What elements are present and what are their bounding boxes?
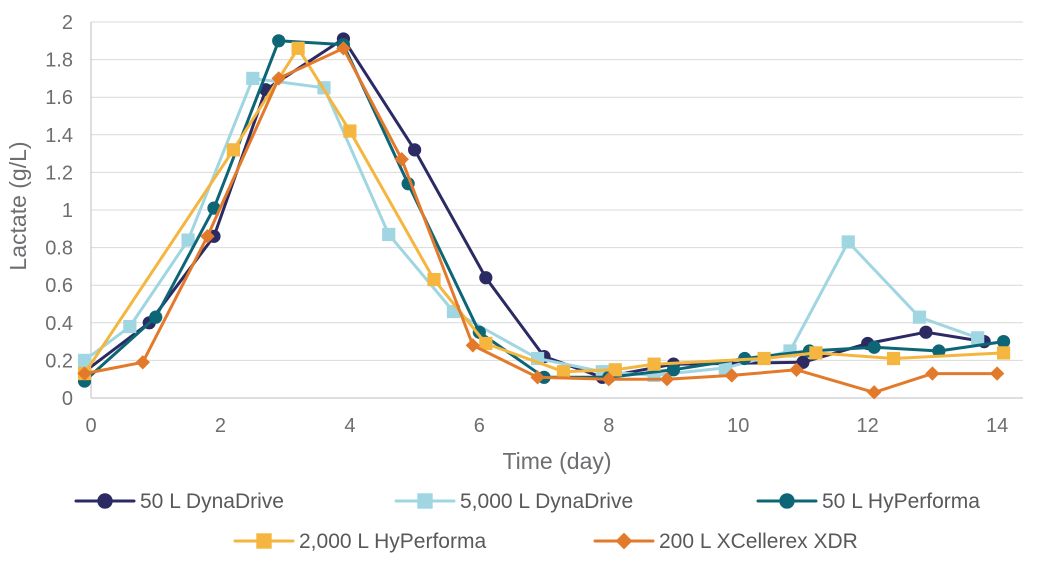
series-lines xyxy=(77,32,1011,400)
legend-item: 50 L DynaDrive xyxy=(74,490,284,513)
y-tick-label: 0.4 xyxy=(45,313,73,335)
data-point xyxy=(932,344,946,358)
data-point xyxy=(989,366,1005,381)
grid xyxy=(91,21,1023,361)
data-point xyxy=(724,368,739,383)
legend-swatch-marker xyxy=(779,493,795,509)
data-point xyxy=(149,310,163,324)
axes xyxy=(90,22,1023,399)
legend: 50 L DynaDrive 5,000 L DynaDrive 50 L HyPe… xyxy=(74,490,980,553)
legend-item: 5,000 L DynaDrive xyxy=(394,490,633,513)
series-3 xyxy=(77,41,1011,381)
legend-swatch-marker xyxy=(256,533,272,549)
series-line xyxy=(83,46,999,394)
data-point xyxy=(530,370,545,385)
y-tick-label: 1.2 xyxy=(45,162,73,184)
data-point xyxy=(919,325,933,339)
data-point xyxy=(271,71,286,86)
data-point xyxy=(796,355,810,369)
legend-label: 200 L XCellerex XDR xyxy=(659,530,858,553)
x-tick-label: 2 xyxy=(215,415,226,437)
data-point xyxy=(343,124,357,138)
data-point xyxy=(135,355,150,370)
data-point xyxy=(996,346,1011,360)
legend-item: 200 L XCellerex XDR xyxy=(593,530,858,553)
data-point xyxy=(272,34,286,48)
x-tick-label: 14 xyxy=(986,415,1008,437)
legend-label: 5,000 L DynaDrive xyxy=(460,490,633,513)
y-tick-label: 0.8 xyxy=(45,238,73,260)
x-tick-label: 6 xyxy=(474,415,485,437)
data-point xyxy=(465,338,481,353)
data-point xyxy=(659,372,675,387)
data-point xyxy=(809,346,823,360)
data-point xyxy=(925,366,940,381)
x-tick-labels: 0 2 4 6 8 10 12 14 xyxy=(85,415,1008,437)
data-point xyxy=(200,229,215,244)
y-tick-label: 1.6 xyxy=(45,87,73,109)
y-tick-label: 0.2 xyxy=(45,350,73,372)
y-tick-label: 0.6 xyxy=(45,275,73,297)
y-tick-label: 2 xyxy=(62,12,73,34)
data-point xyxy=(408,143,422,157)
data-point xyxy=(601,372,616,387)
y-tick-label: 1.4 xyxy=(45,125,73,147)
data-point xyxy=(226,143,240,157)
y-tick-label: 0 xyxy=(62,388,73,410)
data-point xyxy=(971,331,985,345)
data-point xyxy=(123,319,137,334)
x-tick-label: 4 xyxy=(344,415,355,437)
y-tick-labels: 0 0.2 0.4 0.6 0.8 1 1.2 1.4 1.6 1.8 2 xyxy=(45,12,73,410)
data-point xyxy=(77,366,92,381)
data-point xyxy=(394,152,409,167)
series-line xyxy=(83,37,986,379)
data-point xyxy=(647,357,661,371)
legend-item: 50 L HyPerforma xyxy=(756,490,980,513)
data-point xyxy=(336,41,351,56)
legend-label: 50 L DynaDrive xyxy=(140,490,284,513)
legend-swatch-marker xyxy=(615,532,633,550)
x-tick-label: 10 xyxy=(727,415,749,437)
x-tick-label: 8 xyxy=(603,415,614,437)
series-4 xyxy=(77,41,1005,400)
legend-swatch-marker xyxy=(417,493,433,509)
data-point xyxy=(181,233,195,247)
legend-swatch-marker xyxy=(97,493,113,509)
data-point xyxy=(886,351,901,366)
data-point xyxy=(666,363,681,377)
data-point xyxy=(867,340,881,354)
data-point xyxy=(866,385,882,400)
legend-item: 2,000 L HyPerforma xyxy=(233,530,486,553)
x-axis-title: Time (day) xyxy=(502,448,611,474)
data-point xyxy=(479,336,493,351)
series-1 xyxy=(77,71,985,383)
data-point xyxy=(841,235,855,249)
data-point xyxy=(996,335,1011,349)
data-point xyxy=(479,271,493,285)
data-point xyxy=(472,325,486,339)
data-point xyxy=(757,351,771,366)
data-point xyxy=(291,41,305,55)
data-point xyxy=(789,362,804,377)
legend-label: 2,000 L HyPerforma xyxy=(299,530,486,553)
x-tick-label: 12 xyxy=(857,415,879,437)
data-point xyxy=(427,272,441,287)
data-point xyxy=(77,353,92,367)
x-tick-label: 0 xyxy=(85,415,96,437)
legend-label: 50 L HyPerforma xyxy=(822,490,980,513)
data-point xyxy=(246,71,260,85)
y-tick-label: 1.8 xyxy=(45,50,73,72)
data-point xyxy=(556,365,571,379)
data-point xyxy=(718,361,732,375)
y-tick-label: 1 xyxy=(62,200,73,222)
data-point xyxy=(912,310,927,324)
data-point xyxy=(382,227,396,242)
data-point xyxy=(608,363,622,377)
y-axis-title: Lactate (g/L) xyxy=(5,141,31,270)
